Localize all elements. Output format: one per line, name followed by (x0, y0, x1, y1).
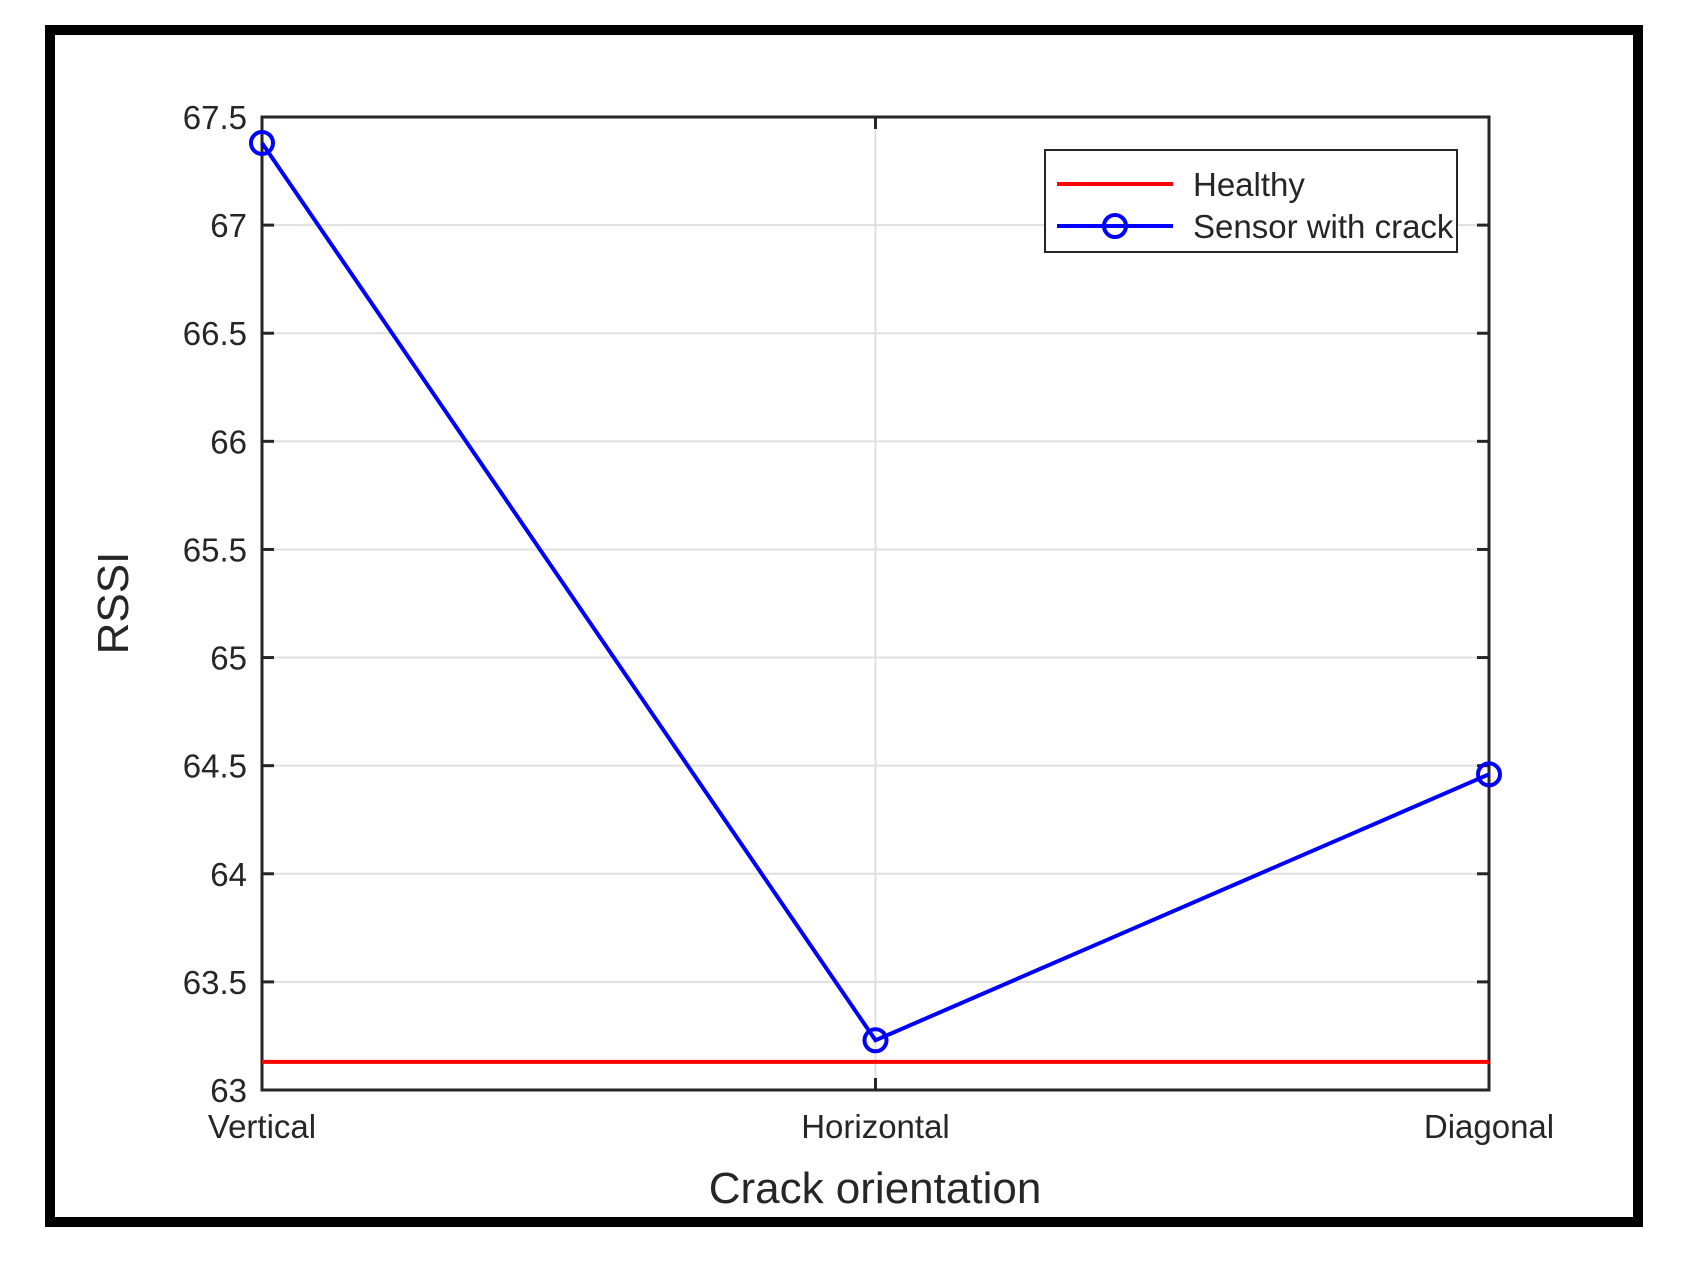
x-axis-label: Crack orientation (709, 1164, 1042, 1213)
data-point-marker (1476, 761, 1502, 788)
tick-labels: 63 63.5 64 64.5 65 65.5 66 66.5 67 67.5 Vertical Ho… (183, 99, 1554, 1145)
x-tick-label: Horizontal (801, 1108, 950, 1145)
y-tick-label: 64.5 (183, 748, 247, 785)
legend-sensor-marker (1102, 213, 1128, 239)
x-tick-label: Diagonal (1424, 1108, 1554, 1145)
sensor-with-crack-line (260, 141, 1490, 1043)
y-tick-label: 66 (210, 423, 247, 460)
y-tick-label: 67.5 (183, 99, 247, 136)
y-tick-label: 65 (210, 640, 247, 677)
y-tick-label: 67 (210, 207, 247, 244)
legend-label-healthy: Healthy (1193, 166, 1305, 203)
data-point-marker (249, 129, 275, 156)
y-tick-label: 65.5 (183, 531, 247, 568)
x-tick-label: Vertical (208, 1108, 316, 1145)
y-tick-label: 66.5 (183, 315, 247, 352)
legend-label-sensor-with-crack: Sensor with crack (1193, 208, 1454, 245)
tick-marks (260, 115, 1491, 1092)
y-axis-label: RSSI (89, 552, 138, 655)
legend-swatches (1057, 182, 1173, 239)
y-tick-label: 63.5 (183, 964, 247, 1001)
y-tick-label: 63 (210, 1072, 247, 1109)
data-series (249, 129, 1502, 1064)
legend: Healthy Sensor with crack (1044, 149, 1458, 253)
y-tick-label: 64 (210, 856, 247, 893)
data-point-marker (862, 1027, 889, 1054)
